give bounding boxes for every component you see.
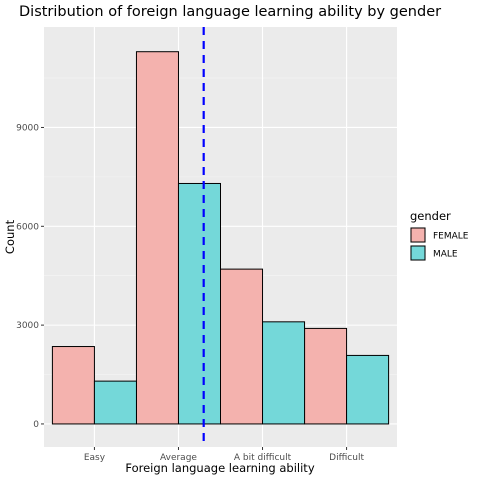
legend-title: gender (410, 209, 451, 223)
chart-title: Distribution of foreign language learnin… (19, 4, 441, 20)
bar-male-2 (177, 182, 222, 425)
y-tick-label: 6000 (16, 222, 39, 232)
x-axis-ticks: Easy Average A bit difficult Difficult (84, 447, 364, 463)
x-tick-label: Easy (84, 453, 106, 463)
y-tick-label: 9000 (16, 123, 39, 133)
bar-male-4 (346, 354, 390, 425)
bar-male-3 (262, 321, 306, 425)
legend: gender FEMALE MALE (410, 209, 469, 261)
bars (51, 51, 390, 425)
x-tick-label: A bit difficult (234, 453, 292, 463)
legend-label-female: FEMALE (433, 232, 469, 242)
bar-female-1 (51, 346, 95, 425)
bar-female-3 (220, 268, 264, 425)
legend-items: FEMALE MALE (410, 227, 469, 261)
y-axis-title: Count (3, 219, 17, 254)
x-tick-label: Average (160, 453, 197, 463)
y-axis-ticks: 0 3000 6000 9000 (16, 123, 44, 430)
bar-male-1 (93, 380, 137, 425)
bar-female-4 (304, 327, 348, 425)
y-tick-label: 0 (33, 420, 39, 430)
legend-swatch-female (410, 227, 426, 243)
x-axis-title: Foreign language learning ability (125, 461, 314, 475)
legend-label-male: MALE (433, 250, 458, 260)
y-tick-label: 3000 (16, 321, 39, 331)
bar-female-2 (135, 51, 179, 425)
legend-swatch-male (410, 245, 426, 261)
x-tick-label: Difficult (329, 453, 364, 463)
